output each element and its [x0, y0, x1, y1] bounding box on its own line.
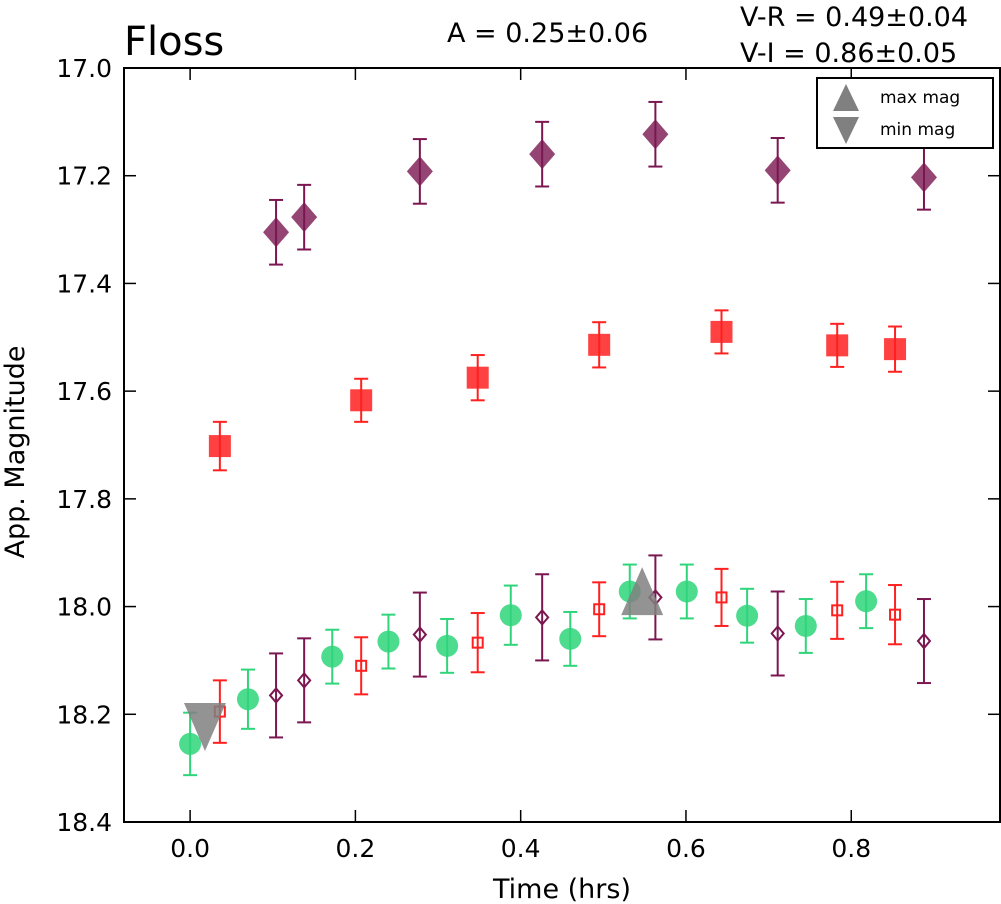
y-axis-label: App. Magnitude — [0, 346, 31, 559]
square-filled-marker — [710, 320, 733, 343]
square-open-marker — [889, 608, 902, 621]
diamond-open-marker — [770, 624, 786, 643]
legend-max-mag-label: max mag — [880, 88, 960, 108]
circle-filled-marker — [794, 614, 817, 637]
y-tick-label: 17.2 — [56, 162, 112, 191]
error-bar — [535, 573, 550, 662]
error-bar — [269, 652, 284, 739]
circle-filled-marker — [559, 627, 582, 650]
data-layer — [179, 100, 937, 777]
plot-frame — [123, 67, 1001, 823]
min-mag-triangle — [183, 702, 226, 751]
axis-ticks: 0.0 0.2 0.4 0.6 0.8 17.0 17.2 17.4 17.6 17.8 18.0 1… — [56, 54, 1000, 863]
x-axis-label: Time (hrs) — [492, 874, 631, 904]
error-bar — [412, 591, 427, 678]
x-tick-label: 0.6 — [666, 834, 706, 863]
diamond-filled-marker — [529, 139, 556, 170]
legend-min-mag-label: min mag — [880, 120, 955, 140]
legend-min-mag-triangle-icon — [833, 117, 859, 144]
error-bar — [297, 637, 312, 724]
y-tick-label: 17.4 — [56, 269, 112, 298]
error-bar — [830, 580, 845, 640]
error-bar — [354, 636, 369, 696]
diamond-filled-marker — [263, 217, 290, 248]
y-tick-label: 17.8 — [56, 485, 112, 514]
x-tick-label: 0.8 — [831, 834, 871, 863]
diamond-open-marker — [534, 608, 550, 626]
circle-filled-marker — [236, 688, 259, 711]
amplitude-annotation: A = 0.25±0.06 — [447, 18, 648, 49]
color-index-vi-annotation: V-I = 0.86±0.05 — [740, 38, 957, 69]
circle-filled-marker — [436, 634, 459, 657]
square-filled-marker — [466, 366, 489, 389]
circle-filled-marker — [179, 732, 202, 755]
square-open-marker — [593, 603, 606, 616]
diamond-open-marker — [916, 632, 932, 650]
diamond-filled-marker — [406, 156, 433, 187]
square-filled-marker — [350, 389, 373, 412]
x-tick-label: 0.4 — [501, 834, 541, 863]
chart-title: Floss — [124, 19, 224, 65]
error-bar — [916, 598, 931, 685]
legend-max-mag-triangle-icon — [833, 84, 859, 111]
error-bar — [714, 567, 729, 627]
color-index-vr-annotation: V-R = 0.49±0.04 — [740, 2, 968, 33]
diamond-open-marker — [412, 626, 428, 644]
y-tick-label: 18.2 — [56, 700, 112, 729]
square-open-marker — [715, 591, 728, 604]
x-tick-label: 0.0 — [170, 834, 210, 863]
circle-filled-marker — [736, 604, 759, 627]
circle-filled-marker — [321, 645, 344, 668]
square-filled-marker — [826, 334, 849, 357]
error-bar — [888, 584, 903, 646]
y-tick-label: 17.6 — [56, 377, 112, 406]
error-bar — [770, 590, 785, 677]
circle-filled-marker — [377, 630, 400, 653]
circle-filled-marker — [499, 604, 522, 627]
square-filled-marker — [588, 333, 611, 356]
square-open-marker — [831, 604, 844, 617]
legend: max mag min mag — [816, 77, 994, 149]
diamond-filled-marker — [642, 119, 669, 150]
square-open-marker — [471, 636, 484, 649]
error-bar — [470, 612, 485, 674]
y-tick-label: 17.0 — [56, 54, 112, 83]
diamond-filled-marker — [764, 155, 791, 186]
circle-filled-marker — [675, 580, 698, 603]
x-tick-label: 0.2 — [336, 834, 376, 863]
diamond-filled-marker — [910, 162, 937, 193]
error-bar — [592, 581, 607, 638]
y-tick-label: 18.0 — [56, 593, 112, 622]
square-filled-marker — [884, 338, 907, 361]
diamond-filled-marker — [291, 202, 318, 233]
square-filled-marker — [208, 435, 231, 458]
circle-filled-marker — [855, 590, 878, 613]
max-mag-triangle — [621, 567, 664, 616]
y-tick-label: 18.4 — [56, 808, 112, 837]
square-open-marker — [355, 659, 368, 672]
diamond-open-marker — [268, 686, 284, 704]
diamond-open-marker — [296, 671, 312, 689]
